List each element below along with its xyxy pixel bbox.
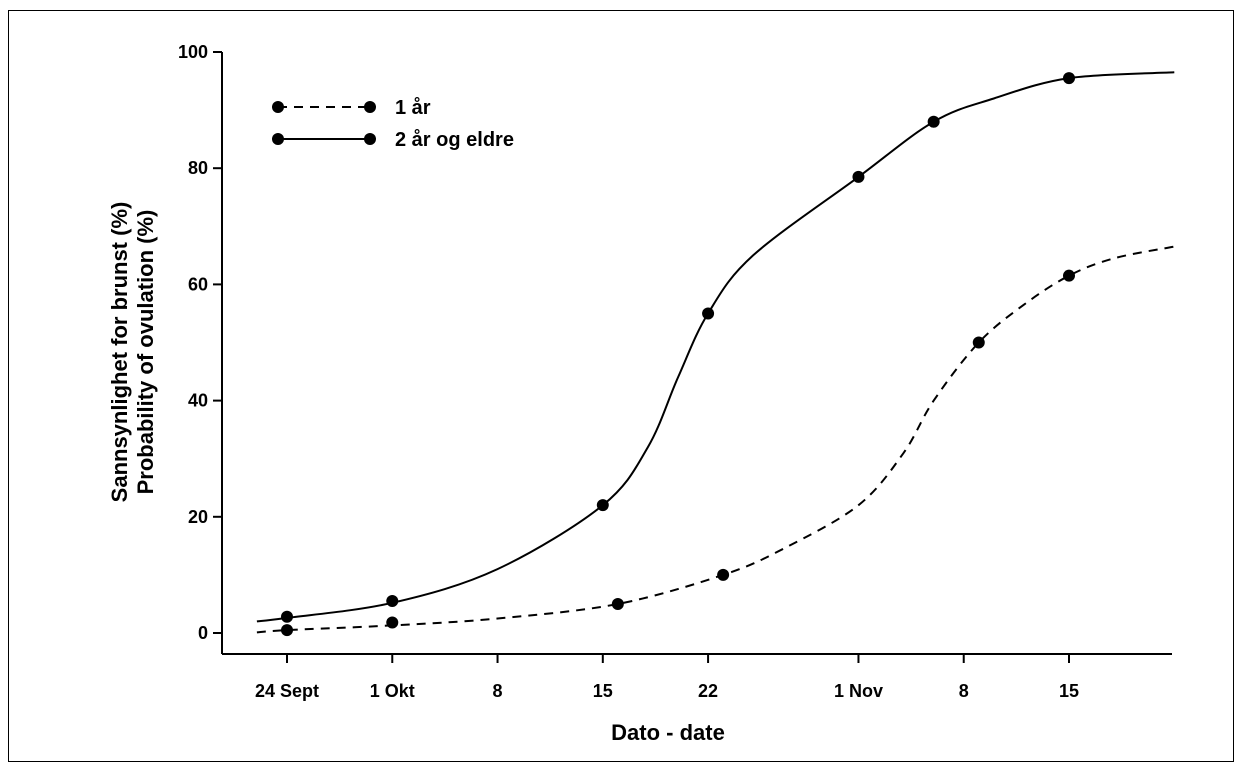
data-point-1-ar-1 xyxy=(386,616,399,629)
x-tick-label-5: 1 Nov xyxy=(834,681,883,701)
x-tick-label-2: 8 xyxy=(493,681,503,701)
legend-label-2-ar-og-eldre: 2 år og eldre xyxy=(395,128,514,151)
legend-label-1-ar: 1 år xyxy=(395,96,431,119)
x-tick-label-4: 22 xyxy=(698,681,718,701)
x-tick-label-6: 8 xyxy=(959,681,969,701)
x-tick-label-7: 15 xyxy=(1059,681,1079,701)
data-point-2-ar-og-eldre-6 xyxy=(1063,72,1075,85)
axes xyxy=(221,52,1172,655)
data-point-2-ar-og-eldre-2 xyxy=(596,499,609,512)
data-point-1-ar-3 xyxy=(717,568,730,581)
data-point-2-ar-og-eldre-3 xyxy=(702,307,715,320)
y-tick-label-60: 60 xyxy=(188,274,208,294)
y-tick-label-40: 40 xyxy=(188,391,208,411)
data-point-1-ar-2 xyxy=(611,597,624,610)
x-tick-label-0: 24 Sept xyxy=(255,681,319,701)
data-point-2-ar-og-eldre-1 xyxy=(386,595,399,608)
x-ticks: 24 Sept 1 Okt 8 15 22 1 Nov 8 15 xyxy=(255,654,1079,701)
legend-marker-2-ar-og-eldre-left xyxy=(272,133,284,145)
series-line-1-ar xyxy=(256,245,1175,634)
data-point-2-ar-og-eldre-5 xyxy=(927,115,940,128)
y-tick-label-0: 0 xyxy=(198,623,208,643)
data-point-2-ar-og-eldre-0 xyxy=(281,610,293,623)
series-layer xyxy=(256,71,1175,637)
x-tick-label-1: 1 Okt xyxy=(370,681,415,701)
data-point-1-ar-5 xyxy=(1063,269,1075,282)
x-axis-title: Dato - date xyxy=(611,720,725,745)
y-axis-title-english: Probability of ovulation (%) xyxy=(133,210,158,495)
x-tick-label-3: 15 xyxy=(593,681,613,701)
y-tick-label-80: 80 xyxy=(188,158,208,178)
y-tick-label-20: 20 xyxy=(188,507,208,527)
y-axis-title-norwegian: Sannsynlighet for brunst (%) xyxy=(107,202,132,503)
figure-frame xyxy=(8,10,1234,762)
legend-marker-1-ar-left xyxy=(272,101,284,113)
data-point-2-ar-og-eldre-4 xyxy=(852,170,865,183)
series-line-2-ar-og-eldre xyxy=(256,71,1175,623)
legend-marker-1-ar-right xyxy=(364,101,376,113)
y-ticks: 0 20 40 60 80 100 xyxy=(178,42,222,643)
y-tick-label-100: 100 xyxy=(178,42,208,62)
data-point-1-ar-0 xyxy=(281,624,293,637)
legend: 1 år 2 år og eldre xyxy=(272,96,514,151)
data-point-1-ar-4 xyxy=(972,336,985,349)
legend-marker-2-ar-og-eldre-right xyxy=(364,133,376,145)
